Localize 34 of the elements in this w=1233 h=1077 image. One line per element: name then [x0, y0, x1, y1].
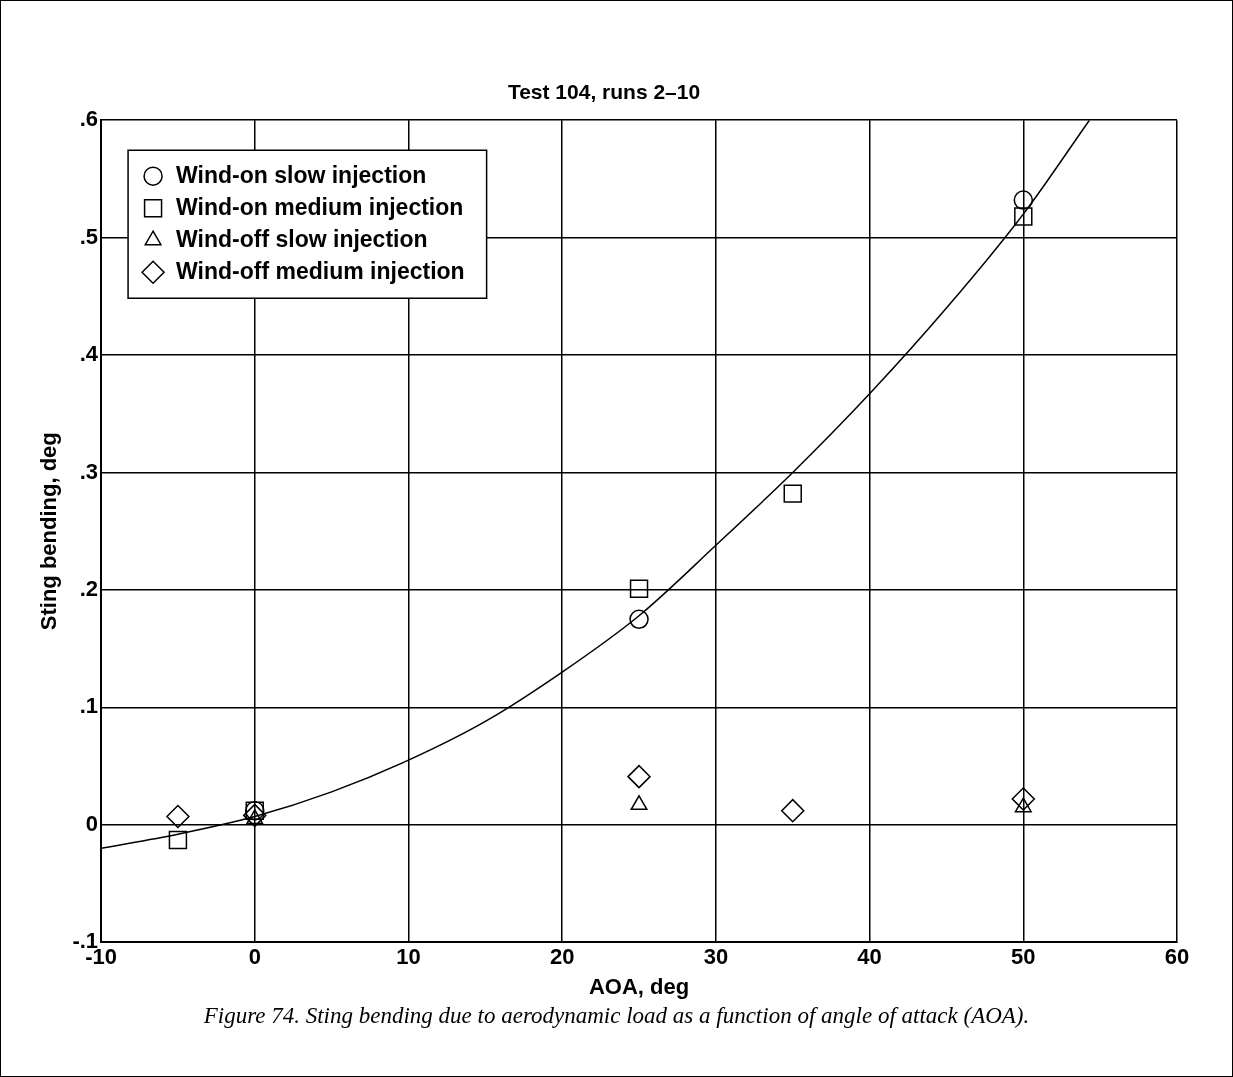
- legend-label: Wind-on slow injection: [176, 161, 427, 188]
- point: [629, 579, 649, 598]
- point: [630, 795, 648, 811]
- x-tick-label: 20: [549, 944, 575, 970]
- caption: Figure 74. Sting bending due to aerodynamic load as a function of angle of attack (AOA).: [202, 1003, 1031, 1029]
- y-tick-label: 0: [85, 810, 99, 836]
- point: [1014, 207, 1033, 226]
- y-tick-label: .1: [79, 693, 99, 719]
- chart-title: Test 104, runs 2–10: [507, 80, 701, 104]
- legend-label: Wind-on medium injection: [176, 193, 464, 220]
- point: [1011, 787, 1036, 811]
- point: [166, 804, 190, 829]
- y-axis-title: Sting bending, deg: [36, 432, 62, 631]
- y-tick-label: .3: [79, 458, 99, 484]
- x-tick-label: 50: [1011, 944, 1036, 970]
- point: [168, 830, 188, 850]
- point: [627, 764, 651, 789]
- x-tick-label: 60: [1164, 944, 1190, 970]
- y-tick-label: .2: [79, 575, 99, 601]
- point: [629, 609, 649, 630]
- point: [243, 803, 267, 828]
- point: [1013, 190, 1034, 210]
- legend-label: Wind-off slow injection: [176, 225, 428, 252]
- y-tick-label: .5: [79, 223, 99, 249]
- point: [783, 484, 802, 503]
- x-tick-label: 10: [396, 944, 421, 970]
- x-tick-label: 30: [703, 944, 729, 970]
- x-tick-label: 40: [857, 944, 882, 970]
- y-tick-label: .4: [79, 341, 99, 367]
- legend-label: Wind-off medium injection: [176, 257, 465, 284]
- x-tick-label: 0: [248, 944, 261, 970]
- y-tick-label: .6: [79, 106, 99, 132]
- line-series: [101, 120, 1091, 850]
- point: [780, 798, 805, 823]
